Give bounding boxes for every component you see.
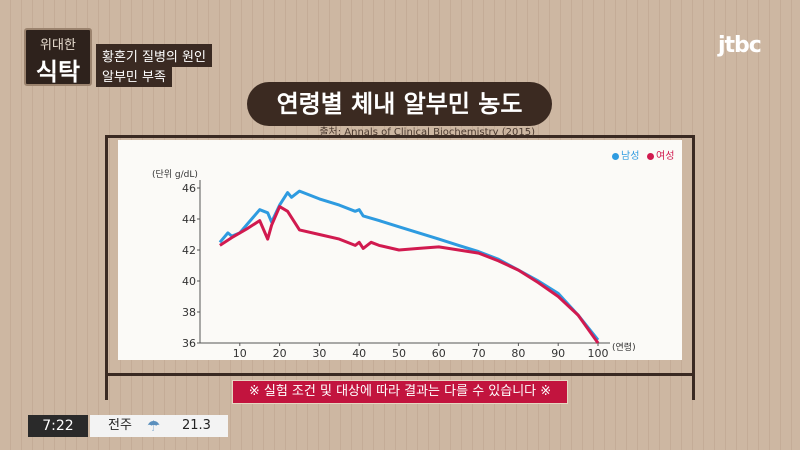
channel-logo: jtbc [718,33,762,58]
clock: 7:22 [28,415,88,437]
subtopic-caption: 알부민 부족 [96,64,172,87]
legend-male: 남성 [612,147,639,162]
cloud-rain-icon: ☂ [147,417,161,435]
legend-male-swatch [612,152,619,160]
slide-title: 연령별 체내 알부민 농도 [247,82,552,126]
show-logo: 위대한 식탁 [24,28,92,86]
chart-panel [118,140,682,360]
show-title-top: 위대한 [40,38,76,53]
topic-caption: 황혼기 질병의 원인 [96,44,212,67]
show-title-bottom: 식탁 [35,58,81,86]
legend-female: 여성 [647,147,674,162]
weather-temperature: 21.3 [182,418,211,433]
weather-city: 전주 [108,418,132,433]
legend-female-swatch [647,152,654,160]
x-axis-unit: (연령) [612,343,636,353]
weather-bar: 전주 ☂ 21.3 [90,415,228,437]
legend-female-label: 여성 [656,151,675,162]
disclaimer-banner: ※ 실험 조건 및 대상에 따라 결과는 다를 수 있습니다 ※ [232,380,568,404]
chart-frame [105,135,695,400]
legend-male-label: 남성 [621,151,640,162]
y-axis-unit: (단위 g/dL) [152,170,198,180]
source-text: 출처: Annals of Clinical Biochemistry (201… [319,127,535,138]
